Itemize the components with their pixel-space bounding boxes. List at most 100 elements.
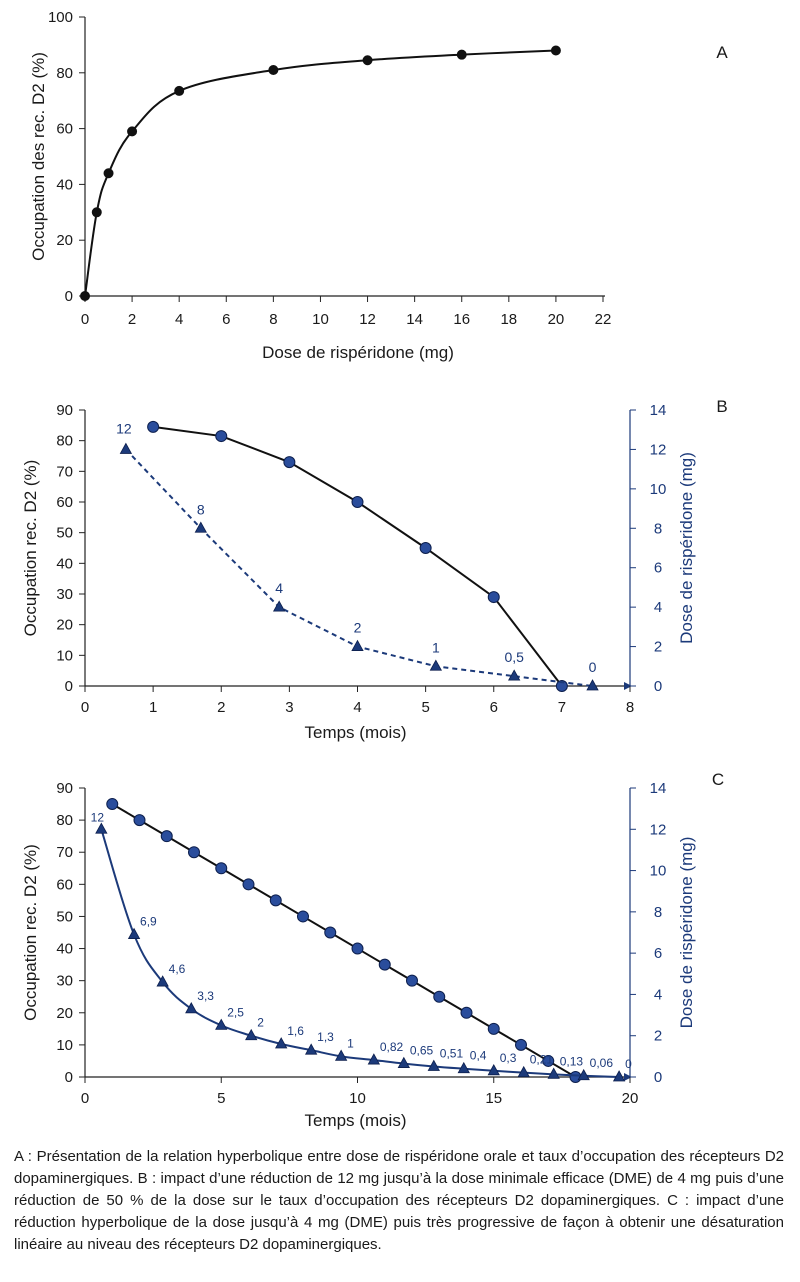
- y-tick-label: 10: [56, 1037, 73, 1054]
- y-right-tick-label: 8: [654, 520, 662, 537]
- data-point-occupation: [433, 990, 446, 1003]
- data-point: [174, 85, 185, 96]
- data-label-dose: 3,3: [197, 989, 214, 1003]
- x-tick-label: 10: [349, 1090, 366, 1107]
- x-tick-label: 6: [490, 699, 498, 716]
- data-label-dose: 8: [197, 501, 205, 517]
- x-tick-label: 1: [149, 699, 157, 716]
- y-tick-label: 90: [56, 780, 73, 797]
- data-point-dose: [517, 1065, 530, 1078]
- data-point-occupation: [242, 878, 255, 891]
- data-point-dose: [577, 1068, 590, 1081]
- data-point-occupation: [406, 974, 418, 987]
- x-tick-label: 14: [406, 311, 423, 328]
- x-tick-label: 16: [453, 311, 470, 328]
- data-point-occupation: [351, 942, 364, 955]
- data-point-occupation: [542, 1054, 555, 1067]
- y-right-tick-label: 12: [650, 441, 667, 458]
- data-label-dose: 1: [347, 1036, 354, 1050]
- y-right-tick-label: 0: [654, 1069, 662, 1086]
- data-label-dose: 0,51: [440, 1046, 464, 1060]
- x-tick-label: 10: [312, 311, 329, 328]
- y-tick-label: 20: [56, 617, 73, 634]
- data-point-occupation: [487, 591, 500, 604]
- data-label-dose: 1,6: [287, 1024, 304, 1038]
- data-label-dose: 0,06: [590, 1056, 614, 1070]
- y-tick-label: 60: [56, 876, 73, 893]
- data-label-dose: 12: [91, 810, 105, 824]
- data-point-occupation: [297, 910, 309, 923]
- data-label-dose: 0,5: [504, 649, 524, 665]
- data-point-occupation: [351, 496, 364, 508]
- data-point-dose: [304, 1043, 318, 1055]
- series-line-left: [111, 803, 577, 1078]
- data-point-dose: [119, 442, 133, 454]
- x-axis-label: Temps (mois): [304, 1111, 406, 1130]
- data-label-dose: 2: [354, 620, 362, 636]
- x-tick-label: 18: [500, 311, 517, 328]
- data-point: [127, 126, 138, 137]
- y-axis-label: Occupation rec. D2 (%): [21, 460, 40, 637]
- panel-letter-c: C: [712, 770, 724, 789]
- series-line-main: [84, 49, 556, 297]
- data-point-dose: [508, 669, 521, 681]
- x-axis-label: Dose de rispéridone (mg): [262, 343, 454, 362]
- data-point-occupation: [147, 420, 160, 433]
- y-tick-label: 40: [56, 941, 73, 958]
- x-axis-arrow: [624, 1073, 632, 1081]
- y-right-tick-label: 2: [654, 1028, 662, 1045]
- data-point-dose: [334, 1049, 348, 1061]
- data-point-dose: [397, 1056, 411, 1068]
- y-tick-label: 0: [65, 678, 73, 695]
- data-point: [103, 168, 114, 179]
- data-point-dose: [194, 521, 207, 533]
- data-point: [91, 207, 102, 218]
- x-tick-label: 3: [285, 699, 293, 716]
- data-label-dose: 0,82: [380, 1040, 404, 1054]
- data-point-dose: [429, 659, 443, 671]
- x-axis-label: Temps (mois): [304, 723, 406, 742]
- y-axis-label: Occupation des rec. D2 (%): [29, 52, 48, 261]
- data-point-occupation: [106, 798, 119, 811]
- panel-letter-b: B: [716, 397, 727, 416]
- data-label-dose: 2: [257, 1016, 264, 1030]
- x-tick-label: 8: [626, 699, 634, 716]
- data-label-dose: 4: [275, 580, 283, 596]
- y-right-tick-label: 14: [650, 780, 667, 797]
- y-right-tick-label: 0: [654, 678, 662, 695]
- data-label-dose: 0: [589, 659, 597, 675]
- y-right-tick-label: 10: [650, 481, 667, 498]
- data-point-dose: [95, 822, 108, 834]
- x-tick-label: 15: [485, 1090, 502, 1107]
- y-tick-label: 90: [56, 402, 73, 419]
- y-tick-label: 20: [56, 1005, 73, 1022]
- data-point-occupation: [188, 846, 200, 859]
- chart-panel-b: B0 1 2 3 4 5 6 7 8010203040506070809002468101214…: [21, 397, 728, 742]
- data-label-dose: 12: [116, 420, 132, 436]
- data-point: [550, 45, 561, 56]
- data-label-dose: 2,5: [227, 1005, 244, 1019]
- y-tick-label: 100: [48, 9, 73, 26]
- data-point-occupation: [324, 926, 337, 939]
- x-tick-label: 2: [217, 699, 225, 716]
- data-point-dose: [185, 1002, 198, 1014]
- y-tick-label: 30: [56, 973, 73, 990]
- data-point-dose: [351, 639, 364, 651]
- data-point-dose: [215, 1018, 228, 1030]
- y-right-tick-label: 6: [654, 945, 662, 962]
- data-label-dose: 1: [432, 639, 440, 655]
- data-point-occupation: [133, 814, 146, 827]
- x-tick-label: 8: [269, 311, 277, 328]
- y-tick-label: 50: [56, 908, 73, 925]
- y-axis-label: Occupation rec. D2 (%): [21, 844, 40, 1021]
- data-point: [80, 291, 90, 301]
- y-axis-right-label: Dose de rispéridone (mg): [677, 837, 696, 1029]
- y-tick-label: 10: [56, 647, 73, 664]
- data-point-occupation: [378, 958, 391, 971]
- data-point-occupation: [215, 430, 228, 443]
- y-tick-label: 20: [56, 232, 73, 249]
- panel-letter-a: A: [716, 43, 728, 62]
- data-point-dose: [127, 927, 141, 939]
- y-tick-label: 70: [56, 463, 73, 480]
